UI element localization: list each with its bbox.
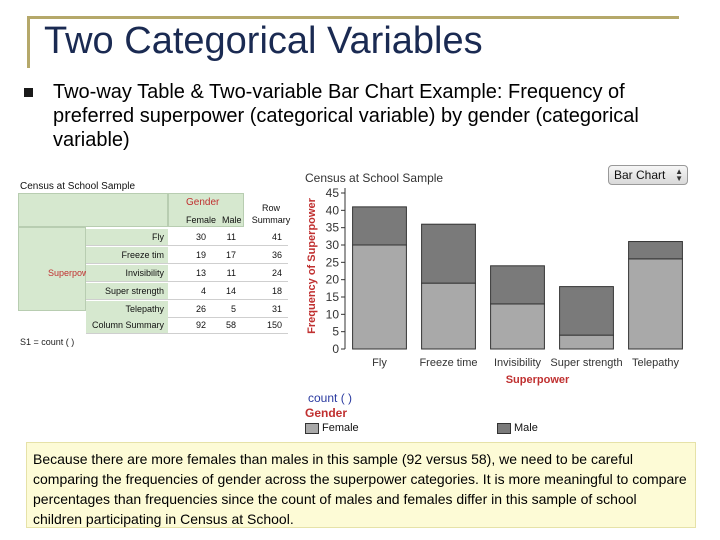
bar-female bbox=[352, 244, 407, 350]
stacked-bar-chart: Fly Freeze time Invisibility Super strength… bbox=[306, 186, 683, 386]
bar-female bbox=[628, 258, 683, 350]
row-label: Fly bbox=[86, 229, 168, 245]
cell-male-total: 58 bbox=[225, 320, 236, 330]
table-row: Fly 30 11 41 bbox=[86, 229, 288, 246]
cell-grand-total: 150 bbox=[266, 320, 282, 330]
cell-female-total: 92 bbox=[195, 320, 206, 330]
bullet-text: Two-way Table & Two-variable Bar Chart E… bbox=[53, 81, 639, 151]
cell-female: 19 bbox=[195, 250, 206, 260]
cell-total: 36 bbox=[271, 250, 282, 260]
cell-male: 14 bbox=[225, 286, 236, 296]
table-row: Invisibility 13 11 24 bbox=[86, 265, 288, 282]
table-row: Telepathy 26 5 31 bbox=[86, 301, 288, 318]
cell-female: 4 bbox=[200, 286, 206, 296]
row-label: Telepathy bbox=[86, 301, 168, 317]
legend-swatch-female bbox=[305, 423, 319, 434]
column-male-header: Male bbox=[222, 215, 242, 225]
table-caption: Census at School Sample bbox=[20, 181, 136, 192]
table-row: Super strength 4 14 18 bbox=[86, 283, 288, 300]
y-tick-label: 35 bbox=[326, 221, 340, 235]
bar-male bbox=[352, 206, 407, 246]
legend-swatch-male bbox=[497, 423, 511, 434]
table-corner bbox=[18, 193, 168, 227]
cell-male: 17 bbox=[225, 250, 236, 260]
row-label: Super strength bbox=[86, 283, 168, 299]
y-tick-label: 30 bbox=[326, 238, 340, 252]
bar-female bbox=[559, 334, 614, 350]
x-tick-label: Super strength bbox=[550, 357, 622, 369]
y-tick-label: 40 bbox=[326, 203, 340, 217]
y-tick-label: 45 bbox=[326, 186, 340, 200]
bar-female bbox=[421, 282, 476, 350]
y-tick-label: 20 bbox=[326, 273, 340, 287]
chart-title: Census at School Sample bbox=[305, 171, 444, 185]
chart-type-value: Bar Chart bbox=[614, 168, 666, 182]
cell-male: 11 bbox=[226, 268, 236, 278]
legend-label-male: Male bbox=[514, 422, 538, 434]
row-summary-header: Row Summary bbox=[251, 203, 291, 225]
slide-title: Two Categorical Variables bbox=[44, 20, 483, 62]
two-way-table: Gender Female Male Row Summary Superpowe… bbox=[18, 193, 290, 334]
cell-female: 26 bbox=[195, 304, 206, 314]
x-tick-label: Fly bbox=[372, 357, 387, 369]
legend-title: Gender bbox=[305, 406, 348, 420]
bar-female bbox=[490, 303, 545, 350]
y-tick-label: 0 bbox=[332, 342, 339, 356]
table-row: Freeze tim 19 17 36 bbox=[86, 247, 288, 264]
y-tick-label: 25 bbox=[326, 255, 340, 269]
gender-header-label: Gender bbox=[186, 197, 220, 208]
bar-male bbox=[559, 286, 614, 336]
row-label: Invisibility bbox=[86, 265, 168, 281]
bar-male bbox=[628, 241, 683, 260]
bullet-marker bbox=[24, 88, 33, 97]
y-tick-label: 15 bbox=[326, 290, 340, 304]
superpower-row-header bbox=[18, 227, 86, 311]
x-tick-label: Invisibility bbox=[494, 357, 542, 369]
title-rule-left bbox=[27, 16, 30, 68]
legend-count-label: count ( ) bbox=[308, 391, 353, 405]
cell-female: 13 bbox=[195, 268, 206, 278]
cell-total: 24 bbox=[271, 268, 282, 278]
title-rule-top bbox=[27, 16, 679, 19]
explanation-note: Because there are more females than male… bbox=[26, 442, 696, 528]
cell-female: 30 bbox=[195, 232, 206, 242]
chart-type-select[interactable]: Bar Chart ▲ ▼ bbox=[608, 165, 688, 185]
cell-male: 11 bbox=[226, 232, 236, 242]
bars-group: Fly Freeze time Invisibility Super strength… bbox=[352, 206, 683, 386]
row-label: Freeze tim bbox=[86, 247, 168, 263]
column-summary-label: Column Summary bbox=[86, 317, 168, 333]
y-axis-label: Frequency of Superpower bbox=[306, 197, 318, 333]
x-tick-label: Telepathy bbox=[632, 357, 680, 369]
bar-male bbox=[421, 223, 476, 284]
title-frame bbox=[27, 14, 679, 68]
cell-total: 18 bbox=[271, 286, 282, 296]
legend-label-female: Female bbox=[322, 422, 359, 434]
column-summary-row: Column Summary 92 58 150 bbox=[86, 317, 288, 334]
x-axis-label: Superpower bbox=[506, 374, 570, 386]
column-female-header: Female bbox=[186, 215, 217, 225]
select-arrows-icon: ▲ ▼ bbox=[675, 167, 683, 183]
superpower-row-label: Superpower bbox=[48, 268, 97, 278]
bar-male bbox=[490, 265, 545, 305]
y-tick-label: 10 bbox=[326, 307, 340, 321]
cell-male: 5 bbox=[230, 304, 236, 314]
cell-total: 31 bbox=[271, 304, 282, 314]
y-axis-group: 0 5 10 15 20 25 30 35 40 45 Frequency of Superpowe… bbox=[306, 186, 346, 356]
gender-header-cell bbox=[168, 193, 244, 227]
x-tick-label: Freeze time bbox=[419, 357, 477, 369]
cell-total: 41 bbox=[271, 232, 282, 242]
y-tick-label: 5 bbox=[332, 325, 339, 339]
summary-formula: S1 = count ( ) bbox=[20, 337, 75, 347]
